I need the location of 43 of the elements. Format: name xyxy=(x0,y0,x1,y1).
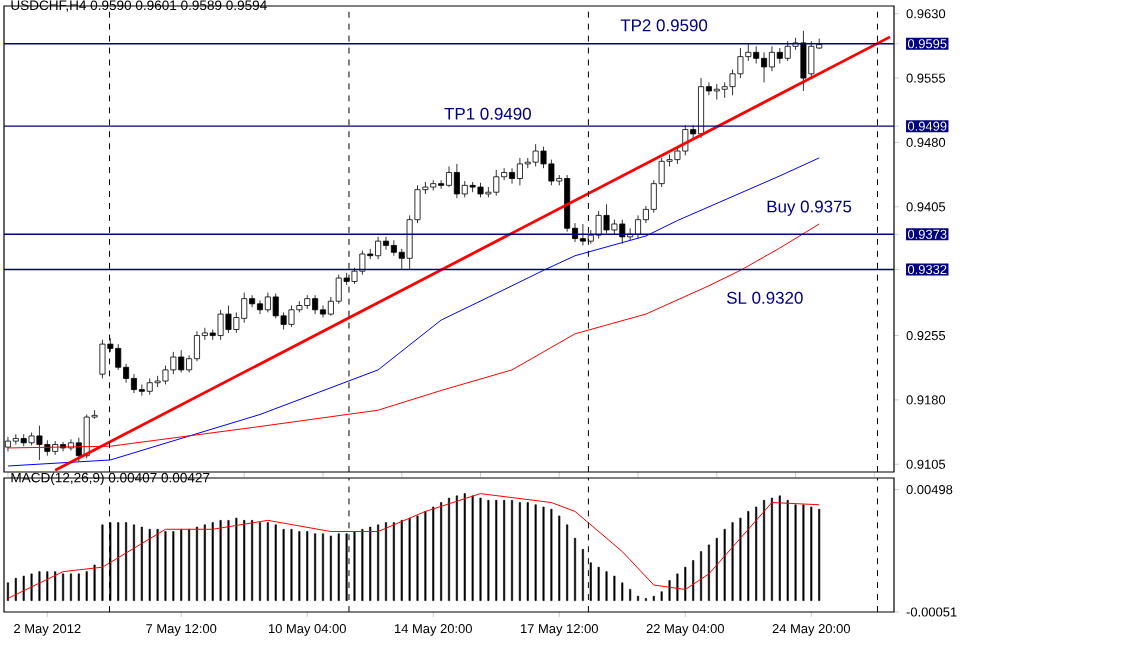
ref-line-label: Buy 0.9375 xyxy=(767,200,852,216)
candlestick xyxy=(768,45,775,72)
candlestick xyxy=(383,236,389,251)
candlestick xyxy=(635,214,642,239)
candlestick xyxy=(225,305,232,334)
candlestick xyxy=(603,203,610,234)
candlestick xyxy=(217,309,224,341)
candlestick xyxy=(272,293,279,319)
candlestick xyxy=(178,349,185,373)
candlestick xyxy=(312,294,319,315)
candlestick xyxy=(698,77,705,139)
candlestick xyxy=(721,81,728,99)
candlestick xyxy=(713,83,720,100)
candlestick xyxy=(516,157,523,186)
candlestick xyxy=(138,384,145,397)
candlestick xyxy=(761,51,768,83)
candlestick xyxy=(319,305,326,318)
candlestick xyxy=(115,343,122,371)
candlestick xyxy=(375,236,382,260)
candlestick xyxy=(359,250,366,276)
candlestick xyxy=(36,425,43,461)
candlestick xyxy=(288,305,295,328)
candlestick xyxy=(595,210,602,239)
candlestick xyxy=(800,30,807,92)
candlestick xyxy=(808,40,815,79)
candlestick xyxy=(619,219,626,245)
candlestick xyxy=(264,292,271,313)
candlestick xyxy=(256,299,263,315)
candlestick xyxy=(446,166,452,188)
candlestick xyxy=(453,163,460,199)
line-series xyxy=(7,493,820,599)
candlestick xyxy=(784,40,791,62)
candlestick xyxy=(390,239,397,257)
candlestick xyxy=(130,373,137,394)
candlestick xyxy=(737,47,744,79)
candlestick xyxy=(170,351,177,375)
ref-line-label: TP2 0.9590 xyxy=(620,19,708,32)
candlestick xyxy=(241,292,248,324)
candlestick xyxy=(493,169,500,197)
candlestick xyxy=(509,167,516,185)
ref-line-label: SL 0.9320 xyxy=(726,291,803,304)
ref-line-label: TP1 0.9490 xyxy=(444,107,531,120)
candlestick xyxy=(532,143,539,167)
